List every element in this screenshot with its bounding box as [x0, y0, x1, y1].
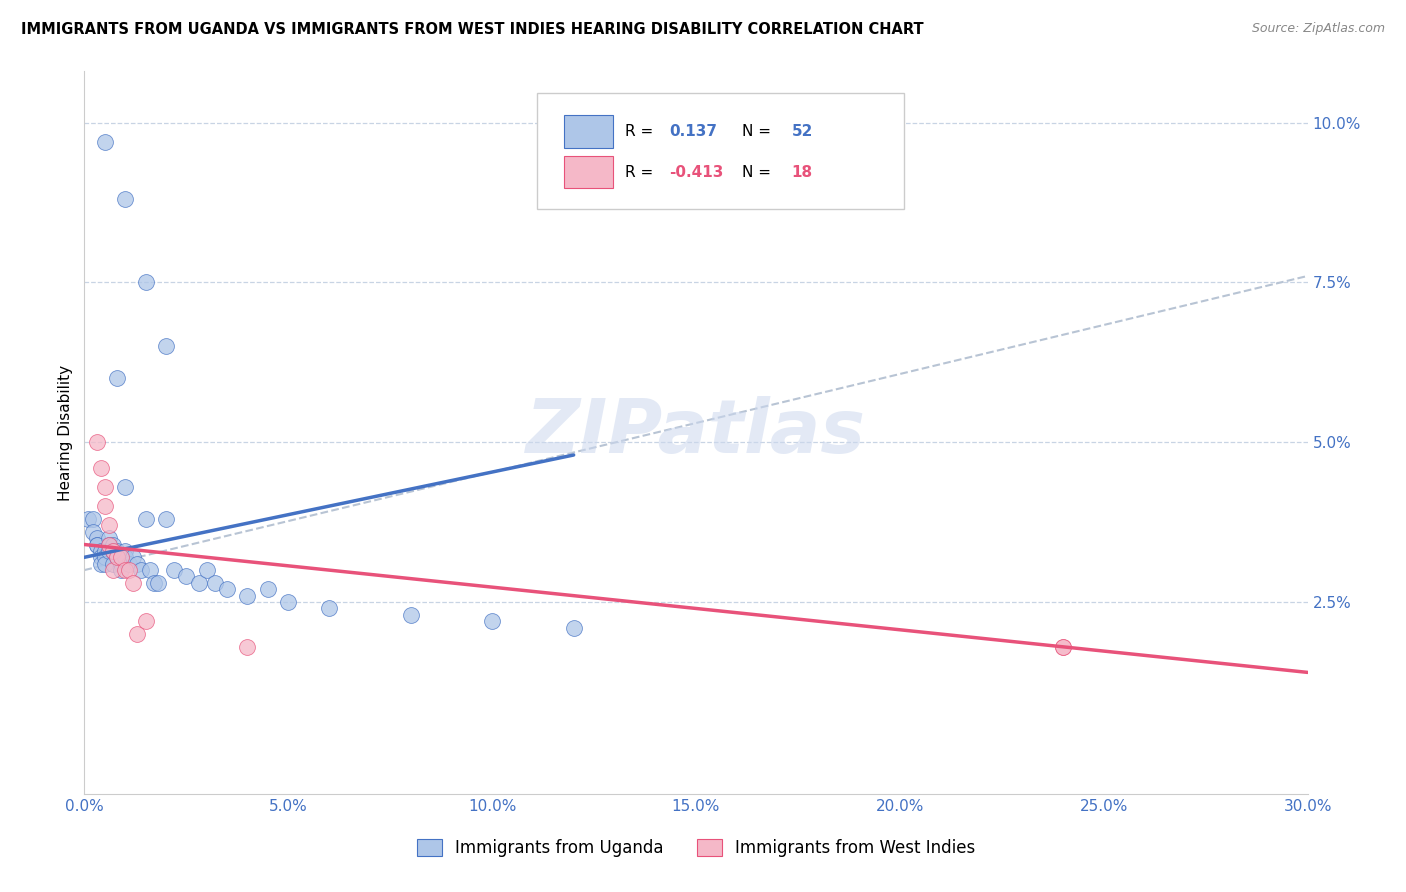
Point — [257, 582, 280, 597]
Point — [97, 518, 120, 533]
Point — [93, 480, 115, 494]
Point — [101, 537, 124, 551]
Point — [86, 537, 108, 551]
Point — [93, 557, 115, 571]
FancyBboxPatch shape — [537, 93, 904, 209]
Point — [90, 550, 112, 565]
Point — [110, 550, 132, 565]
Text: Source: ZipAtlas.com: Source: ZipAtlas.com — [1251, 22, 1385, 36]
Text: N =: N = — [742, 124, 776, 139]
Point — [90, 460, 112, 475]
Point — [481, 614, 503, 628]
Point — [101, 544, 124, 558]
Text: 52: 52 — [792, 124, 813, 139]
Point — [97, 537, 120, 551]
Point — [562, 621, 585, 635]
Point — [110, 557, 132, 571]
Point — [90, 557, 112, 571]
Point — [135, 512, 157, 526]
Point — [1052, 640, 1074, 654]
Point — [1052, 640, 1074, 654]
Point — [86, 435, 108, 450]
Point — [138, 563, 160, 577]
FancyBboxPatch shape — [564, 156, 613, 188]
Point — [101, 563, 124, 577]
Point — [114, 550, 136, 565]
Point — [105, 550, 128, 565]
Point — [93, 544, 115, 558]
Point — [97, 531, 120, 545]
Point — [163, 563, 186, 577]
Point — [236, 589, 259, 603]
Text: 0.137: 0.137 — [669, 124, 717, 139]
Point — [110, 563, 132, 577]
Point — [155, 339, 177, 353]
Point — [114, 544, 136, 558]
Point — [122, 550, 145, 565]
Legend: Immigrants from Uganda, Immigrants from West Indies: Immigrants from Uganda, Immigrants from … — [408, 830, 984, 865]
Point — [101, 544, 124, 558]
Point — [101, 557, 124, 571]
Point — [114, 192, 136, 206]
Point — [155, 512, 177, 526]
Point — [105, 544, 128, 558]
Point — [127, 627, 149, 641]
Text: R =: R = — [626, 124, 658, 139]
Point — [114, 480, 136, 494]
Point — [174, 569, 197, 583]
Point — [131, 563, 153, 577]
Point — [142, 575, 165, 590]
Point — [105, 550, 128, 565]
Point — [93, 135, 115, 149]
Point — [187, 575, 209, 590]
Point — [114, 563, 136, 577]
Point — [77, 512, 100, 526]
Point — [217, 582, 239, 597]
Point — [146, 575, 169, 590]
Point — [122, 575, 145, 590]
Point — [399, 607, 422, 622]
Point — [277, 595, 299, 609]
Text: N =: N = — [742, 165, 776, 180]
Point — [135, 276, 157, 290]
Point — [93, 550, 115, 565]
Point — [82, 512, 104, 526]
Point — [97, 537, 120, 551]
Text: ZIPatlas: ZIPatlas — [526, 396, 866, 469]
Point — [82, 524, 104, 539]
Point — [127, 557, 149, 571]
Point — [118, 557, 141, 571]
Y-axis label: Hearing Disability: Hearing Disability — [58, 365, 73, 500]
Point — [90, 544, 112, 558]
Point — [97, 544, 120, 558]
Text: 18: 18 — [792, 165, 813, 180]
FancyBboxPatch shape — [564, 115, 613, 148]
Point — [236, 640, 259, 654]
Point — [86, 537, 108, 551]
Point — [195, 563, 218, 577]
Point — [318, 601, 340, 615]
Point — [118, 563, 141, 577]
Text: IMMIGRANTS FROM UGANDA VS IMMIGRANTS FROM WEST INDIES HEARING DISABILITY CORRELA: IMMIGRANTS FROM UGANDA VS IMMIGRANTS FRO… — [21, 22, 924, 37]
Point — [135, 614, 157, 628]
Text: R =: R = — [626, 165, 658, 180]
Point — [86, 531, 108, 545]
Text: -0.413: -0.413 — [669, 165, 724, 180]
Point — [93, 499, 115, 513]
Point — [204, 575, 226, 590]
Point — [105, 371, 128, 385]
